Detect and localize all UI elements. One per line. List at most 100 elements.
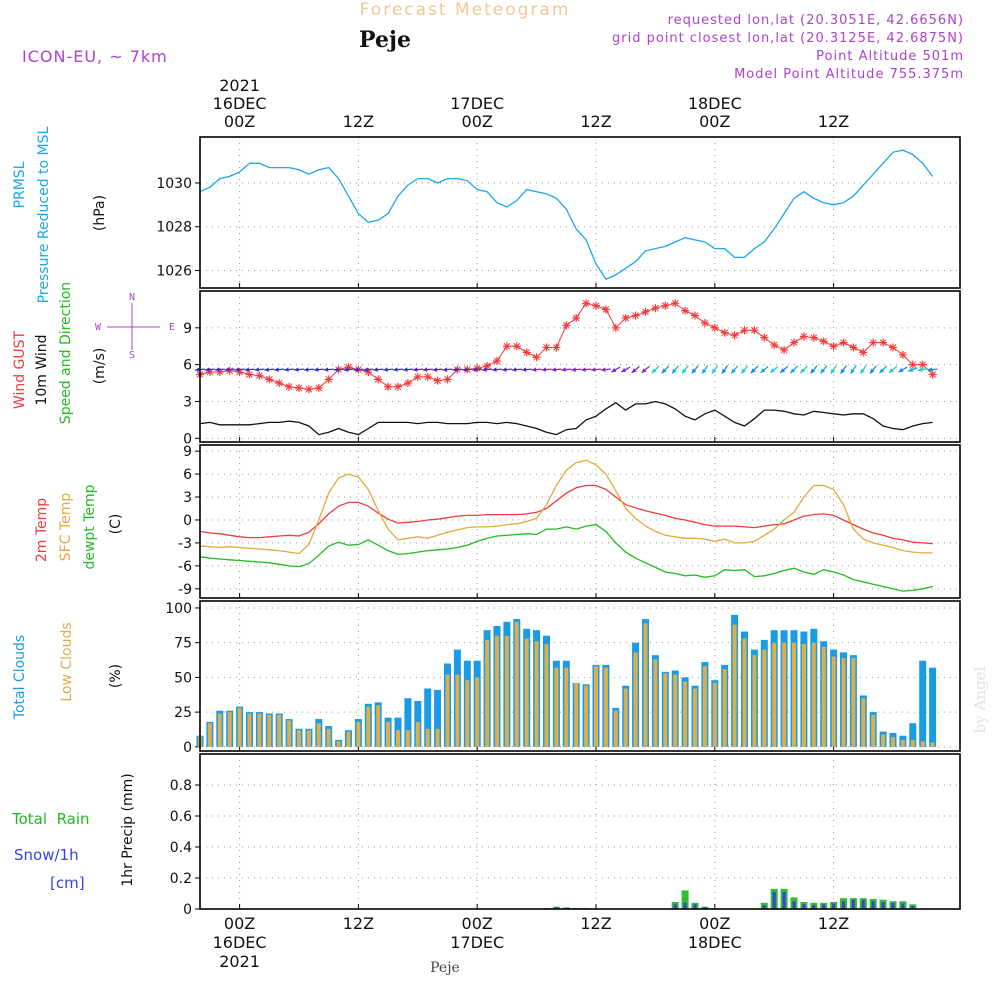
- gust-marker: [493, 356, 501, 365]
- gust-marker: [601, 305, 610, 314]
- y-tick-label: 6: [183, 467, 192, 483]
- wind-arrow: [790, 365, 798, 374]
- bottom-axis-label: 00Z: [224, 914, 255, 933]
- gust-marker-d2: [929, 371, 936, 378]
- top-axis-label: 17DEC: [450, 94, 504, 113]
- series-line-2m-temp: [199, 484, 933, 545]
- wind-arrow-head: [541, 367, 547, 372]
- wind-arrow: [879, 365, 888, 374]
- wind-arrow: [859, 365, 867, 375]
- wind-arrow: [264, 367, 275, 372]
- low-cloud-bar: [475, 677, 480, 747]
- y-tick-label: 9: [183, 444, 192, 460]
- gust-marker: [542, 343, 551, 352]
- wind-arrow: [402, 367, 413, 372]
- gust-marker: [384, 382, 393, 391]
- compass-rose: N S W E: [95, 292, 175, 361]
- snow-bar: [901, 903, 905, 909]
- wind-arrow: [917, 367, 928, 372]
- gust-marker: [285, 382, 294, 391]
- low-cloud-bar: [465, 680, 470, 747]
- total-cloud-bar: [424, 688, 432, 747]
- y-tick-label: 25: [174, 705, 192, 721]
- sfc-label: SFC Temp: [58, 493, 74, 562]
- wind-arrow-head: [323, 367, 329, 372]
- wind-arrow-head: [671, 368, 677, 374]
- low-cloud-bar: [306, 730, 311, 747]
- gust-marker-d2: [850, 344, 857, 351]
- low-cloud-bar: [534, 641, 539, 747]
- wind-arrow-head: [501, 367, 507, 372]
- wind-arrow-head: [810, 368, 816, 374]
- wind-arrow-head: [581, 367, 586, 372]
- dewpt-label: dewpt Temp: [82, 484, 98, 569]
- wind-arrow-head: [462, 367, 467, 372]
- wind-arrow: [482, 367, 493, 372]
- gust-marker-d2: [285, 383, 293, 391]
- gust-marker: [730, 331, 739, 340]
- wind-arrow: [760, 365, 769, 374]
- wind-arrow: [551, 367, 562, 372]
- wind-arrow-head: [750, 368, 756, 374]
- wind-arrow-head: [551, 367, 557, 372]
- low-cloud-bar: [356, 721, 361, 747]
- gust-marker-d2: [840, 339, 847, 346]
- credit-watermark: by Angel: [971, 666, 989, 733]
- total-cloud-bar: [909, 723, 917, 747]
- wind-arrow: [840, 365, 847, 375]
- wind-arrow-head: [472, 367, 477, 372]
- y-tick-label: -9: [178, 582, 192, 598]
- gust-marker: [502, 342, 511, 351]
- low-cloud-bar: [386, 721, 391, 747]
- wind-arrow-head: [741, 368, 746, 374]
- wind-arrow-head: [373, 367, 378, 372]
- wind-arrow: [234, 367, 245, 372]
- low-cloud-bar: [435, 728, 440, 747]
- wind-arrow-head: [353, 367, 359, 372]
- gust-marker-d2: [661, 302, 669, 310]
- gust-marker: [473, 364, 482, 373]
- snow-bar: [673, 904, 677, 909]
- snow-bar: [683, 902, 687, 909]
- y-tick-label: 0.4: [170, 840, 192, 856]
- wind-arrow: [701, 365, 709, 375]
- low-cloud-bar: [930, 742, 935, 747]
- low-cloud-bar: [594, 666, 598, 747]
- wind-arrow-head: [898, 367, 904, 373]
- wind-arrow: [392, 367, 404, 372]
- wind-arrow: [631, 365, 640, 374]
- low-cloud-bar: [544, 644, 549, 747]
- wind-arrow-head: [254, 367, 260, 372]
- low-cloud-bar: [782, 642, 787, 747]
- wind-arrow: [571, 367, 582, 372]
- point-altitude: Point Altitude 501m: [816, 49, 964, 64]
- gust-marker: [849, 343, 858, 352]
- wind-arrow: [293, 367, 305, 372]
- wind-arrow: [432, 367, 443, 372]
- clouds-units: (%): [108, 664, 124, 688]
- low-cloud-bar: [871, 714, 876, 747]
- gust-marker: [394, 382, 402, 391]
- wind-arrow-head: [393, 367, 398, 372]
- bottom-axis-label: 12Z: [343, 914, 374, 933]
- low-cloud-bar: [326, 728, 331, 747]
- gust-marker: [651, 304, 660, 313]
- low-cloud-bar: [504, 635, 509, 747]
- wind-arrow: [373, 367, 384, 372]
- wind-arrow: [422, 367, 433, 372]
- low-cloud-bar: [801, 644, 806, 747]
- wind-arrow: [888, 365, 898, 374]
- gust-marker: [760, 333, 769, 342]
- top-axis-label: 16DEC: [213, 94, 267, 113]
- wind-arrow-head: [917, 367, 923, 372]
- low-cloud-bar: [495, 635, 499, 747]
- snow-bar: [832, 903, 836, 909]
- wind-arrow-head: [571, 367, 576, 372]
- low-cloud-bar: [425, 728, 430, 747]
- low-cloud-bar: [821, 646, 826, 747]
- gust-marker: [562, 321, 571, 330]
- top-axis-label: 12Z: [343, 112, 374, 131]
- wind-arrow-head: [343, 367, 349, 372]
- gust-marker: [483, 361, 492, 370]
